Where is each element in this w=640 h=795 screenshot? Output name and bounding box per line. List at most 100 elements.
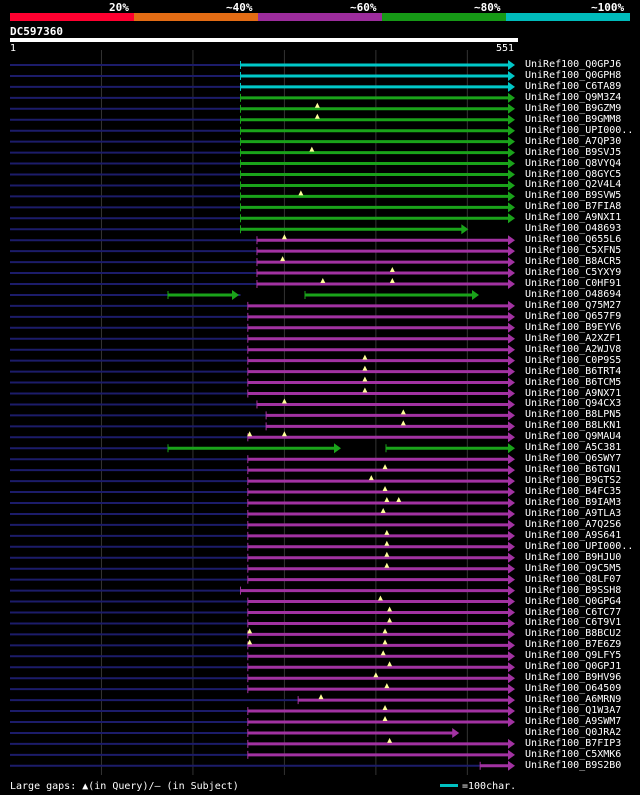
hit-name-link[interactable]: UniRef100_Q75M27 [525, 299, 622, 311]
hit-name-link[interactable]: UniRef100_B9GZM9 [525, 102, 622, 114]
hit-name-link[interactable]: UniRef100_Q94CX3 [525, 398, 622, 410]
hit-name-link[interactable]: UniRef100_B8ACR5 [525, 256, 622, 268]
hit-row[interactable] [10, 267, 515, 279]
hit-name-link[interactable]: UniRef100_C5XMK6 [525, 748, 622, 760]
hit-row[interactable] [10, 562, 515, 574]
hit-name-link[interactable]: UniRef100_Q8VYQ4 [525, 157, 622, 169]
hit-name-link[interactable]: UniRef100_Q0GPJ6 [525, 59, 622, 70]
hit-row[interactable] [10, 727, 460, 738]
hit-row[interactable] [10, 146, 515, 158]
hit-row[interactable] [10, 529, 515, 541]
hit-name-link[interactable]: UniRef100_C6TC77 [525, 606, 622, 618]
hit-row[interactable] [10, 333, 515, 344]
hit-row[interactable] [10, 574, 515, 585]
hit-row[interactable] [10, 246, 515, 257]
hit-name-link[interactable]: UniRef100_Q9M3Z4 [525, 91, 622, 103]
hit-row[interactable] [10, 125, 515, 136]
hit-name-link[interactable]: UniRef100_Q655L6 [525, 234, 622, 246]
hit-name-link[interactable]: UniRef100_Q0GPJ1 [525, 661, 622, 673]
hit-row[interactable] [10, 354, 515, 366]
hit-name-link[interactable]: UniRef100_Q1W3A7 [525, 705, 622, 717]
hit-row[interactable] [10, 81, 515, 92]
hit-name-link[interactable]: UniRef100_B9SSH8 [525, 584, 622, 596]
hit-row[interactable] [10, 169, 515, 180]
hit-row[interactable] [10, 311, 515, 322]
hit-name-link[interactable]: UniRef100_C5YXY9 [525, 267, 622, 279]
hit-name-link[interactable]: UniRef100_Q0GPH8 [525, 69, 622, 81]
hit-row[interactable] [10, 661, 515, 673]
hit-row[interactable] [10, 551, 515, 563]
hit-row[interactable] [10, 180, 515, 191]
hit-row[interactable] [10, 694, 515, 706]
hit-name-link[interactable]: UniRef100_A9NX71 [525, 387, 622, 399]
hit-row[interactable] [10, 443, 515, 454]
hit-row[interactable] [10, 102, 515, 114]
hit-row[interactable] [10, 464, 515, 476]
hit-row[interactable] [10, 136, 515, 147]
hit-row[interactable] [10, 224, 469, 235]
hit-row[interactable] [10, 376, 515, 388]
hit-name-link[interactable]: UniRef100_A2WJV8 [525, 343, 622, 355]
hit-name-link[interactable]: UniRef100_B9GTS2 [525, 475, 622, 487]
hit-name-link[interactable]: UniRef100_O48693 [525, 223, 622, 235]
hit-row[interactable] [10, 606, 515, 618]
hit-row[interactable] [10, 202, 515, 213]
hit-name-link[interactable]: UniRef100_A9SWM7 [525, 716, 622, 727]
hit-name-link[interactable]: UniRef100_Q8GYC5 [525, 168, 622, 180]
hit-row[interactable] [10, 344, 515, 355]
hit-name-link[interactable]: UniRef100_B7E6Z9 [525, 639, 622, 651]
hit-name-link[interactable]: UniRef100_B4FC35 [525, 486, 622, 498]
hit-name-link[interactable]: UniRef100_B9SVJ5 [525, 146, 622, 158]
hit-row[interactable] [10, 234, 515, 246]
hit-row[interactable] [10, 289, 479, 300]
hit-row[interactable] [10, 300, 515, 311]
hit-row[interactable] [10, 420, 515, 432]
hit-row[interactable] [10, 672, 515, 684]
hit-name-link[interactable]: UniRef100_Q9MAU4 [525, 431, 622, 443]
hit-name-link[interactable]: UniRef100_Q6SWY7 [525, 453, 622, 465]
hit-name-link[interactable]: UniRef100_A9S641 [525, 529, 622, 541]
hit-name-link[interactable]: UniRef100_B9HJU0 [525, 551, 622, 563]
hit-row[interactable] [10, 650, 515, 662]
hit-name-link[interactable]: UniRef100_A9NXI1 [525, 212, 622, 224]
hit-name-link[interactable]: UniRef100_C0P9S5 [525, 354, 622, 366]
hit-row[interactable] [10, 585, 515, 596]
hit-name-link[interactable]: UniRef100_B9GMM8 [525, 113, 622, 125]
hit-row[interactable] [10, 322, 515, 333]
hit-row[interactable] [10, 639, 515, 651]
hit-row[interactable] [10, 540, 515, 552]
hit-name-link[interactable]: UniRef100_C0HF91 [525, 278, 622, 289]
hit-row[interactable] [10, 365, 515, 377]
hit-name-link[interactable]: UniRef100_A7QP30 [525, 135, 622, 147]
hit-row[interactable] [10, 92, 515, 103]
hit-name-link[interactable]: UniRef100_Q657F9 [525, 310, 622, 322]
hit-name-link[interactable]: UniRef100_C6T9V1 [525, 617, 622, 629]
hit-name-link[interactable]: UniRef100_A9TLA3 [525, 507, 622, 519]
hit-row[interactable] [10, 749, 515, 760]
hit-name-link[interactable]: UniRef100_B8LPN5 [525, 409, 622, 421]
hit-name-link[interactable]: UniRef100_Q2V4L4 [525, 179, 622, 191]
hit-name-link[interactable]: UniRef100_B7FIA8 [525, 201, 622, 213]
hit-row[interactable] [10, 256, 515, 268]
hit-name-link[interactable]: UniRef100_B9IAM3 [525, 497, 622, 508]
hit-name-link[interactable]: UniRef100_C6TA89 [525, 80, 622, 92]
hit-name-link[interactable]: UniRef100_A5C381 [525, 442, 622, 454]
hit-row[interactable] [10, 409, 515, 421]
hit-row[interactable] [10, 683, 515, 695]
hit-row[interactable] [10, 387, 515, 399]
hit-row[interactable] [10, 737, 515, 749]
hit-row[interactable] [10, 113, 515, 125]
hit-name-link[interactable]: UniRef100_A7Q2S6 [525, 518, 622, 530]
hit-row[interactable] [10, 398, 515, 410]
hit-name-link[interactable]: UniRef100_UPI000.. [525, 540, 634, 552]
hit-name-link[interactable]: UniRef100_A2XZF1 [525, 332, 622, 344]
hit-name-link[interactable]: UniRef100_B9EYV6 [525, 321, 622, 333]
hit-row[interactable] [10, 431, 515, 443]
hit-name-link[interactable]: UniRef100_B6TGN1 [525, 464, 622, 476]
hit-row[interactable] [10, 716, 515, 727]
hit-row[interactable] [10, 190, 515, 202]
hit-name-link[interactable]: UniRef100_UPI000.. [525, 124, 634, 136]
hit-name-link[interactable]: UniRef100_B9S2B0 [525, 759, 622, 771]
hit-row[interactable] [10, 70, 515, 81]
hit-name-link[interactable]: UniRef100_Q0GPG4 [525, 595, 622, 607]
